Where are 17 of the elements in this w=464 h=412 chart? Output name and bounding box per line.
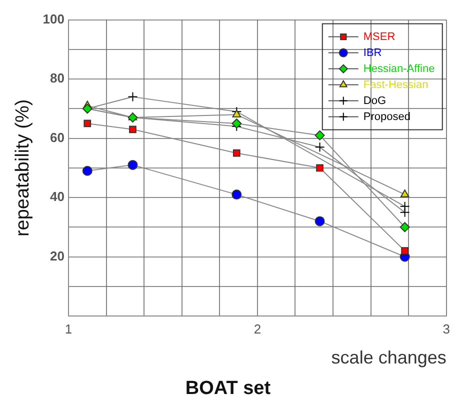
legend-label: Proposed [363, 110, 410, 123]
legend-label: MSER [363, 30, 396, 43]
y-tick-label: 40 [50, 189, 64, 204]
y-tick-label: 80 [50, 70, 64, 86]
y-tick-label: 20 [50, 248, 64, 264]
legend-label: IBR [363, 46, 382, 59]
y-tick-label: 60 [50, 130, 64, 145]
x-axis-title: scale changes [331, 347, 446, 368]
legend-label: DoG [363, 94, 386, 107]
x-tick-label: 1 [64, 321, 72, 336]
y-tick-label: 100 [42, 11, 64, 26]
legend-label: Hessian-Affine [363, 62, 435, 75]
x-tick-label: 2 [254, 321, 262, 336]
legend-label: Fast-Hessian [363, 78, 428, 91]
text: BOAT set [185, 378, 272, 399]
y-axis-title: repeatability (%) [12, 99, 34, 237]
x-tick-label: 3 [442, 321, 450, 336]
